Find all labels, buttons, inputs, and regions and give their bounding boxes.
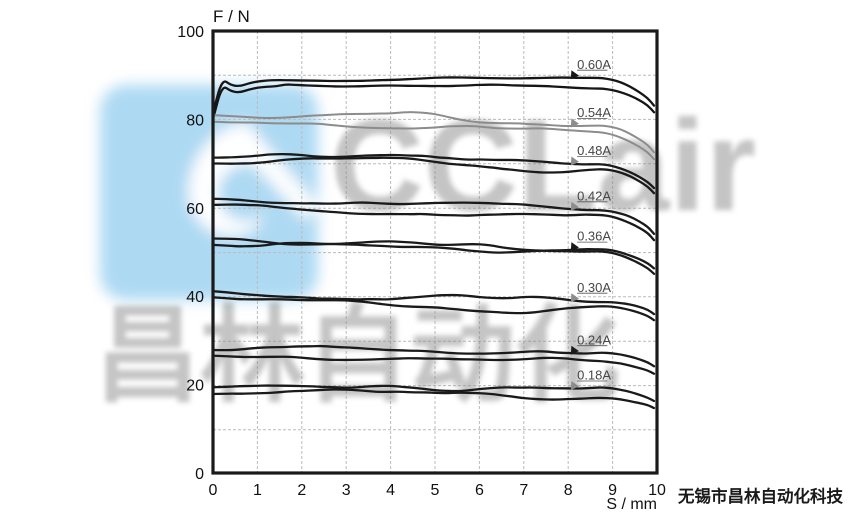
- svg-text:0.18A: 0.18A: [577, 368, 611, 383]
- svg-text:0.42A: 0.42A: [577, 188, 611, 203]
- svg-text:7: 7: [519, 482, 528, 499]
- svg-text:80: 80: [186, 112, 204, 129]
- svg-text:S / mm: S / mm: [606, 496, 657, 513]
- svg-text:0.60A: 0.60A: [577, 57, 611, 72]
- svg-text:4: 4: [386, 482, 395, 499]
- svg-text:100: 100: [177, 24, 204, 41]
- svg-text:0.48A: 0.48A: [577, 143, 611, 158]
- svg-text:昌林自动化: 昌林自动化: [95, 298, 620, 415]
- svg-text:0.54A: 0.54A: [577, 105, 611, 120]
- svg-text:F / N: F / N: [213, 7, 250, 26]
- svg-text:8: 8: [564, 482, 573, 499]
- svg-text:0.24A: 0.24A: [577, 332, 611, 347]
- svg-text:0: 0: [195, 466, 204, 483]
- svg-text:60: 60: [186, 201, 204, 218]
- svg-text:1: 1: [253, 482, 262, 499]
- svg-text:2: 2: [297, 482, 306, 499]
- svg-text:6: 6: [475, 482, 484, 499]
- svg-text:0.36A: 0.36A: [577, 229, 611, 244]
- svg-text:0.30A: 0.30A: [577, 280, 611, 295]
- svg-text:20: 20: [186, 378, 204, 395]
- svg-text:0: 0: [209, 482, 218, 499]
- svg-text:40: 40: [186, 289, 204, 306]
- svg-text:5: 5: [431, 482, 440, 499]
- svg-text:3: 3: [342, 482, 351, 499]
- svg-text:无锡市昌林自动化科技: 无锡市昌林自动化科技: [677, 486, 844, 506]
